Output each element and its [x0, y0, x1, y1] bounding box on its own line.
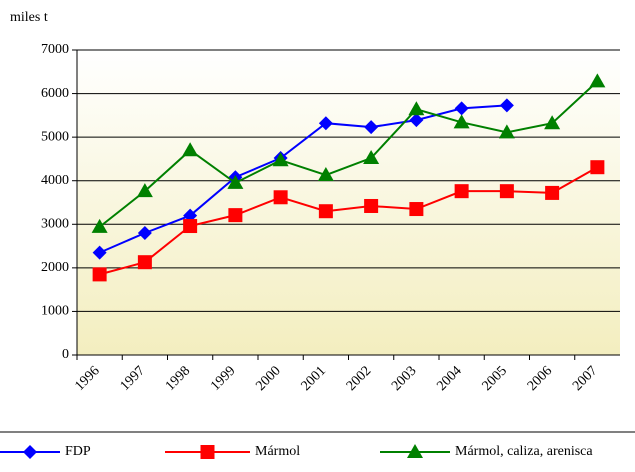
y-tick-label: 5000: [41, 129, 69, 144]
marker: [453, 114, 470, 129]
marker: [23, 445, 37, 459]
legend-label: FDP: [65, 444, 91, 459]
marker: [454, 184, 469, 199]
marker: [499, 184, 514, 199]
marker: [363, 150, 380, 165]
series-line: [99, 104, 507, 254]
y-tick-label: 3000: [41, 217, 69, 232]
y-tick-label: 7000: [41, 42, 69, 57]
y-tick-label: 2000: [41, 260, 69, 275]
plot-area: [77, 50, 620, 355]
x-tick-label: 1997: [118, 363, 148, 393]
marker: [364, 120, 379, 135]
x-tick-label: 2004: [434, 363, 464, 393]
x-tick-label: 2003: [389, 363, 419, 393]
marker: [544, 115, 561, 130]
marker: [272, 152, 289, 167]
legend-label: Mármol, caliza, arenisca: [455, 444, 593, 459]
marker: [454, 101, 469, 116]
x-tick-label: 1998: [163, 363, 193, 393]
marker: [273, 190, 288, 205]
marker: [590, 160, 605, 175]
x-tick-label: 1996: [72, 363, 102, 393]
y-tick-label: 6000: [41, 86, 69, 101]
marker: [183, 219, 198, 234]
marker: [499, 98, 514, 113]
series-line: [99, 166, 598, 276]
marker: [408, 101, 425, 116]
x-tick-label: 2005: [480, 363, 510, 393]
marker: [545, 185, 560, 200]
marker: [409, 202, 424, 217]
x-tick-label: 2006: [525, 363, 555, 393]
marker: [498, 124, 515, 139]
marker: [364, 198, 379, 213]
marker: [200, 445, 215, 459]
marker: [228, 208, 243, 223]
marker: [92, 267, 107, 282]
series-line: [99, 80, 599, 228]
legend-label: Mármol: [255, 444, 300, 459]
marker: [317, 167, 334, 182]
marker: [227, 174, 244, 189]
x-tick-label: 2002: [344, 363, 374, 393]
marker: [318, 116, 333, 131]
y-axis-label: miles t: [10, 10, 48, 25]
marker: [318, 204, 333, 219]
x-tick-label: 2001: [299, 363, 329, 393]
y-tick-label: 1000: [41, 304, 69, 319]
marker: [91, 218, 108, 233]
marker: [137, 226, 152, 240]
marker: [182, 142, 199, 157]
marker: [409, 113, 424, 128]
x-tick-label: 2000: [253, 363, 283, 393]
y-tick-label: 4000: [41, 173, 69, 188]
x-tick-label: 2007: [570, 363, 600, 393]
y-tick-label: 0: [62, 347, 69, 362]
x-tick-label: 1999: [208, 363, 238, 393]
marker: [137, 255, 152, 270]
marker: [589, 73, 606, 88]
marker: [92, 245, 107, 260]
marker: [407, 444, 423, 458]
marker: [136, 183, 153, 198]
